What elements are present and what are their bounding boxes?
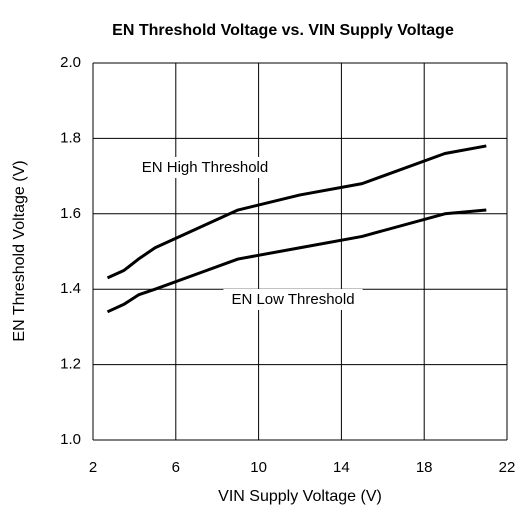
y-tick-label: 2.0 [60, 54, 81, 71]
x-axis-label: VIN Supply Voltage (V) [218, 488, 382, 505]
x-tick-label: 14 [333, 459, 350, 476]
y-tick-label: 1.4 [60, 280, 81, 297]
chart-title: EN Threshold Voltage vs. VIN Supply Volt… [112, 22, 454, 39]
x-tick-label: 6 [172, 459, 180, 476]
label-background [133, 156, 277, 178]
x-tick-label: 22 [499, 459, 516, 476]
line-series [106, 208, 487, 314]
x-tick-label: 18 [416, 459, 433, 476]
series-label: EN Low Threshold [231, 291, 354, 308]
series-label: EN High Threshold [142, 159, 268, 176]
y-tick-label: 1.0 [60, 431, 81, 448]
label-background [223, 288, 363, 310]
x-tick-label: 10 [250, 459, 267, 476]
y-axis-label: EN Threshold Voltage (V) [11, 160, 28, 341]
y-tick-label: 1.8 [60, 129, 81, 146]
y-tick-label: 1.2 [60, 356, 81, 373]
line-series [106, 144, 487, 280]
y-tick-label: 1.6 [60, 205, 81, 222]
x-tick-label: 2 [89, 459, 97, 476]
